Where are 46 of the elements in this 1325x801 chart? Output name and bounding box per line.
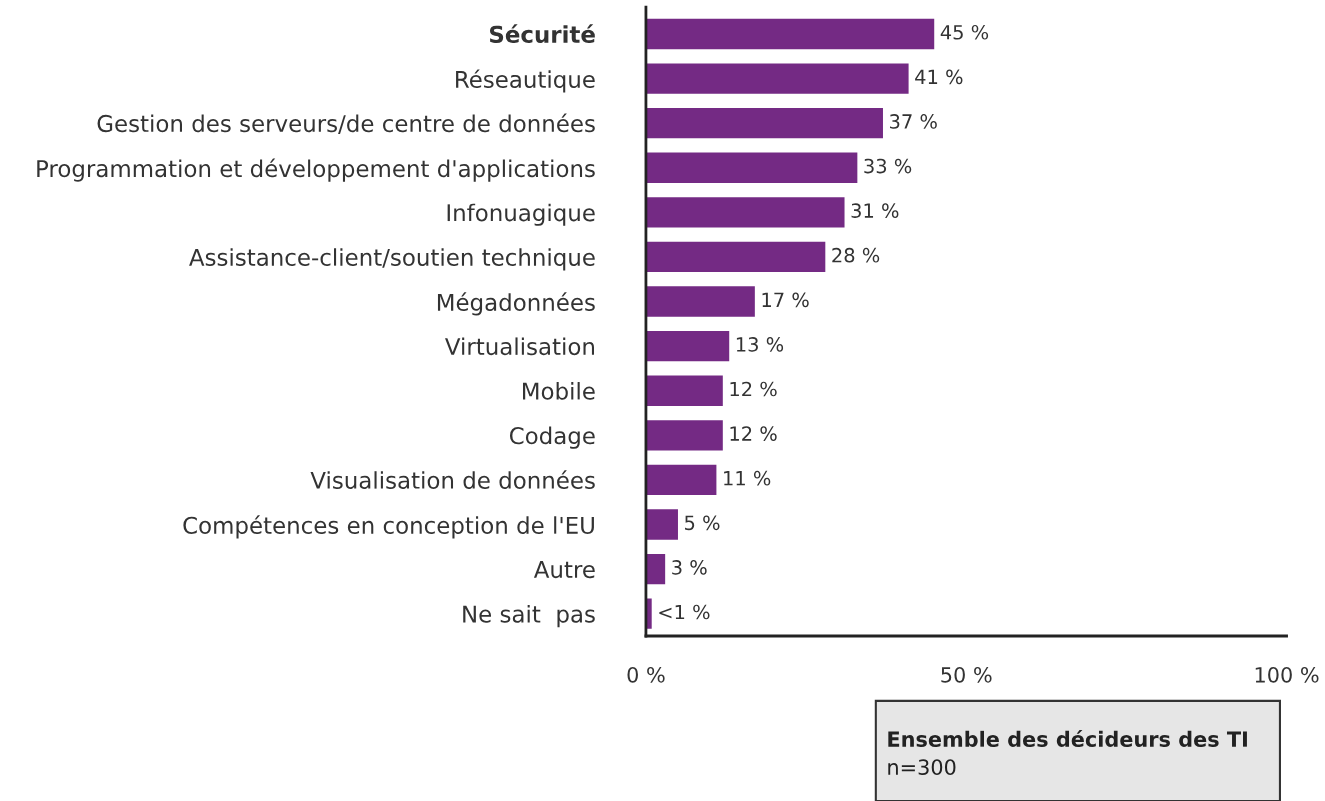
y-tick-label: Programmation et développement d'applications bbox=[37, 158, 595, 182]
bar bbox=[645, 63, 909, 94]
x-tick-label: 0 % bbox=[627, 666, 665, 683]
bar bbox=[645, 464, 717, 496]
data-label: 31 % bbox=[851, 203, 899, 218]
data-label: 12 % bbox=[730, 381, 777, 397]
data-label: 5 % bbox=[685, 515, 720, 531]
data-label: 37 % bbox=[890, 114, 937, 129]
y-tick-label: Mobile bbox=[523, 382, 595, 400]
bar bbox=[645, 420, 723, 451]
bar bbox=[645, 330, 730, 362]
data-label: 33 % bbox=[864, 158, 912, 174]
y-tick-label: Infonuagique bbox=[447, 203, 595, 226]
data-label: 17 % bbox=[762, 292, 809, 308]
y-tick-label: Compétences en conception de l'EU bbox=[183, 515, 594, 539]
y-tick-label: Sécurité bbox=[489, 24, 595, 43]
bar bbox=[645, 197, 845, 228]
y-tick-label: Mégadonnées bbox=[437, 292, 595, 316]
text: n=300 bbox=[888, 759, 956, 775]
bar bbox=[645, 375, 723, 406]
x-tick-label: 50 % bbox=[941, 666, 992, 683]
bar bbox=[645, 509, 678, 540]
bar bbox=[645, 241, 826, 273]
data-label: 28 % bbox=[832, 247, 880, 263]
y-tick-label: Visualisation de données bbox=[310, 470, 595, 489]
y-tick-label: Autre bbox=[533, 561, 595, 579]
y-tick-label: Ne sait pas bbox=[463, 604, 595, 628]
y-tick-label: Virtualisation bbox=[445, 337, 594, 356]
y-tick-label: Gestion des serveurs/de centre de données bbox=[97, 113, 595, 134]
bar bbox=[645, 107, 883, 139]
y-tick-label: Réseautique bbox=[456, 69, 595, 93]
text: Ensemble des décideurs des TI bbox=[888, 730, 1247, 747]
bar bbox=[645, 286, 755, 317]
data-label: 41 % bbox=[915, 69, 963, 85]
bar bbox=[645, 553, 666, 585]
data-label: 13 % bbox=[736, 337, 784, 352]
bar bbox=[645, 152, 858, 183]
data-label: <1 % bbox=[659, 604, 710, 620]
data-label: 11 % bbox=[724, 470, 771, 486]
y-tick-label: Codage bbox=[509, 426, 595, 449]
x-tick-label: 100 % bbox=[1255, 666, 1319, 683]
data-label: 45 % bbox=[940, 24, 989, 40]
data-label: 12 % bbox=[730, 426, 777, 441]
data-label: 3 % bbox=[672, 560, 707, 575]
y-tick-label: Assistance-client/soutien technique bbox=[189, 248, 595, 271]
bar bbox=[645, 18, 935, 50]
